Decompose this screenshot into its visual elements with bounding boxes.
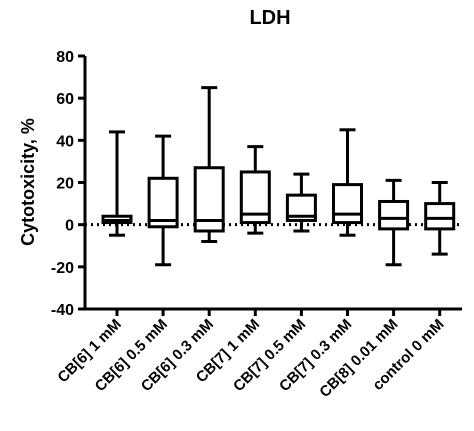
box-5 [285, 172, 317, 233]
box-3 [193, 86, 225, 244]
box-iqr [378, 199, 410, 231]
box-4 [239, 145, 271, 235]
box-iqr [147, 176, 179, 229]
box-2 [147, 134, 179, 267]
axes: -40 -20 0 20 40 60 80 [51, 49, 462, 319]
y-tick-label: 80 [56, 49, 74, 66]
box-6 [332, 128, 363, 237]
y-axis-label: Cytotoxicity, % [18, 118, 38, 246]
box-8 [424, 181, 456, 256]
box-iqr [424, 202, 456, 231]
boxes-group [101, 86, 456, 267]
y-tick-label: -20 [51, 260, 74, 277]
x-category-label: CB[8] 0.01 mM [316, 316, 401, 401]
y-tick-label: 0 [65, 218, 74, 235]
y-tick-label: 40 [56, 133, 74, 150]
chart-title: LDH [249, 7, 290, 29]
y-tick-label: 20 [56, 176, 74, 193]
y-tick-label: -40 [51, 302, 74, 319]
box-1 [101, 130, 133, 237]
y-tick-label: 60 [56, 91, 74, 108]
box-iqr [332, 183, 363, 225]
box-7 [378, 178, 410, 267]
